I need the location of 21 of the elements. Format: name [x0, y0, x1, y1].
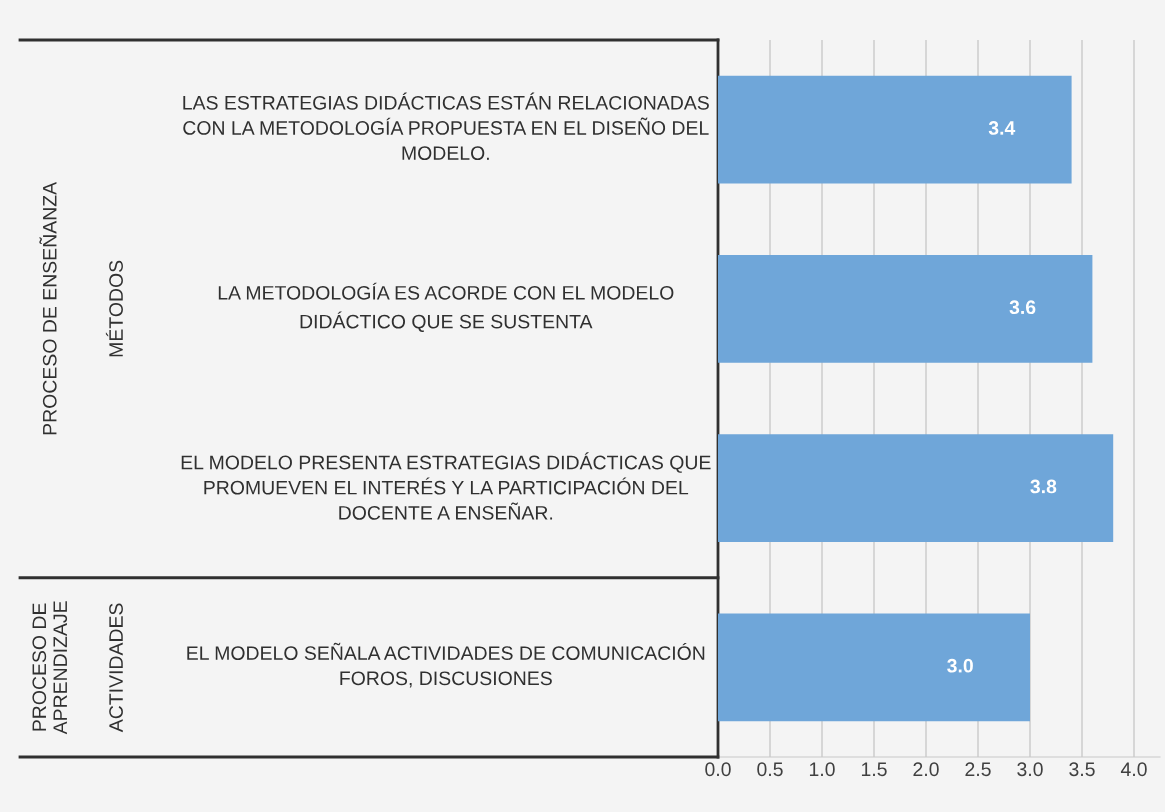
data-label: 3.0 [947, 658, 973, 673]
y-tick-label: EL MODELO PRESENTA ESTRATEGIAS DIDÁCTICAS QUE PROMUEVEN EL INTERÉS Y LA PARTICIPACIÓN DEL DOCENTE A ENSEÑAR. [181, 452, 711, 520]
x-tick-label: 0.5 [757, 762, 783, 777]
data-label: 3.6 [1009, 300, 1036, 315]
text: ACTIVIDADES [109, 603, 123, 733]
y-tick-label: LAS ESTRATEGIAS DIDÁCTICAS ESTÁN RELACIONADAS CON LA METODOLOGÍA PROPUESTA EN EL DISEÑO DEL MODELO. [183, 92, 709, 161]
data-label: 3.4 [988, 121, 1016, 135]
x-tick-label: 1.0 [809, 762, 835, 777]
x-tick-label: 4.0 [1120, 762, 1147, 777]
x-tick-label: 1.5 [861, 762, 887, 777]
y-tick-label: LA METODOLOGÍA ES ACORDE CON EL MODELO DIDÁCTICO QUE SE SUSTENTA [218, 282, 674, 332]
x-tick-label: 2.5 [965, 762, 991, 777]
y-tick-label: EL MODELO SEÑALA ACTIVIDADES DE COMUNICACIÓN FOROS, DISCUSIONES [187, 642, 705, 688]
text: PROCESO DE ENSEÑANZA [39, 181, 57, 435]
data-label: 3.8 [1030, 479, 1057, 494]
text: MÉTODOS [105, 260, 123, 357]
x-tick-label: 2.0 [913, 762, 939, 777]
x-tick-label: 3.5 [1069, 762, 1095, 777]
x-tick-label: 3.0 [1017, 762, 1043, 777]
x-tick-label: 0.0 [705, 762, 731, 777]
text: PROCESO DE APRENDIZAJE [32, 601, 68, 735]
